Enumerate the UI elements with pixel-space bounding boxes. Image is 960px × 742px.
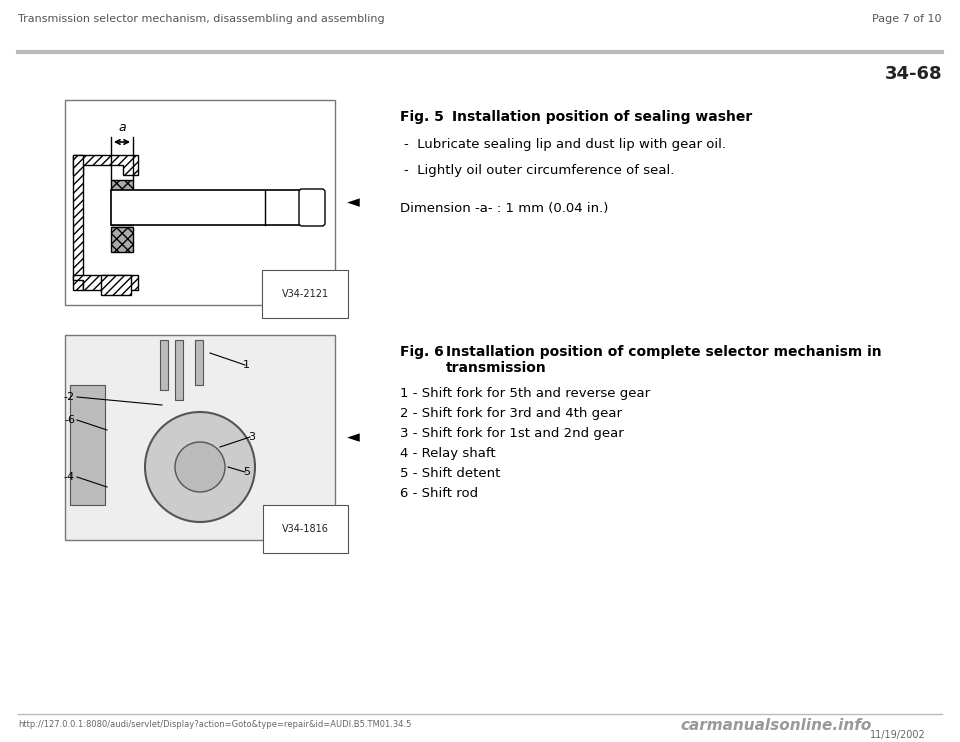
Text: V34-1816: V34-1816 bbox=[282, 524, 329, 534]
FancyBboxPatch shape bbox=[299, 189, 325, 226]
Text: -6: -6 bbox=[64, 415, 75, 425]
Text: -4: -4 bbox=[64, 472, 75, 482]
Text: -2: -2 bbox=[64, 392, 75, 402]
Text: 11/19/2002: 11/19/2002 bbox=[870, 730, 925, 740]
Text: 3: 3 bbox=[248, 432, 255, 442]
Text: -  Lightly oil outer circumference of seal.: - Lightly oil outer circumference of sea… bbox=[404, 164, 674, 177]
Circle shape bbox=[145, 412, 255, 522]
Text: Fig. 5: Fig. 5 bbox=[400, 110, 444, 124]
Text: 2 - Shift fork for 3rd and 4th gear: 2 - Shift fork for 3rd and 4th gear bbox=[400, 407, 622, 420]
Bar bbox=[101, 275, 131, 295]
Text: Transmission selector mechanism, disassembling and assembling: Transmission selector mechanism, disasse… bbox=[18, 14, 385, 24]
Bar bbox=[160, 340, 168, 390]
Text: Installation position of complete selector mechanism in: Installation position of complete select… bbox=[446, 345, 881, 359]
Bar bbox=[111, 190, 305, 225]
Bar bbox=[195, 340, 203, 385]
Text: Fig. 6: Fig. 6 bbox=[400, 345, 444, 359]
Text: 6 - Shift rod: 6 - Shift rod bbox=[400, 487, 478, 500]
Text: http://127.0.0.1:8080/audi/servlet/Display?action=Goto&type=repair&id=AUDI.B5.TM: http://127.0.0.1:8080/audi/servlet/Displ… bbox=[18, 720, 412, 729]
Text: a: a bbox=[118, 121, 126, 134]
Text: Installation position of sealing washer: Installation position of sealing washer bbox=[452, 110, 753, 124]
Text: 1: 1 bbox=[243, 360, 250, 370]
Bar bbox=[111, 227, 133, 252]
Polygon shape bbox=[73, 275, 138, 290]
Bar bbox=[111, 180, 133, 225]
Bar bbox=[65, 335, 335, 540]
Text: Dimension -a- : 1 mm (0.04 in.): Dimension -a- : 1 mm (0.04 in.) bbox=[400, 202, 609, 215]
Bar bbox=[65, 100, 335, 305]
Polygon shape bbox=[73, 155, 138, 175]
Text: ◄: ◄ bbox=[347, 194, 359, 211]
Text: 3 - Shift fork for 1st and 2nd gear: 3 - Shift fork for 1st and 2nd gear bbox=[400, 427, 624, 440]
Bar bbox=[70, 385, 105, 505]
Circle shape bbox=[175, 442, 225, 492]
Text: Page 7 of 10: Page 7 of 10 bbox=[873, 14, 942, 24]
Text: 4 - Relay shaft: 4 - Relay shaft bbox=[400, 447, 495, 460]
Text: ◄: ◄ bbox=[347, 428, 359, 447]
Text: 1 - Shift fork for 5th and reverse gear: 1 - Shift fork for 5th and reverse gear bbox=[400, 387, 650, 400]
Text: carmanualsonline.info: carmanualsonline.info bbox=[680, 718, 872, 733]
Text: 34-68: 34-68 bbox=[884, 65, 942, 83]
Text: -  Lubricate sealing lip and dust lip with gear oil.: - Lubricate sealing lip and dust lip wit… bbox=[404, 138, 726, 151]
Bar bbox=[73, 155, 83, 290]
Text: transmission: transmission bbox=[446, 361, 547, 375]
Text: V34-2121: V34-2121 bbox=[282, 289, 329, 299]
Bar bbox=[175, 340, 183, 400]
Text: 5: 5 bbox=[243, 467, 250, 477]
Text: 5 - Shift detent: 5 - Shift detent bbox=[400, 467, 500, 480]
